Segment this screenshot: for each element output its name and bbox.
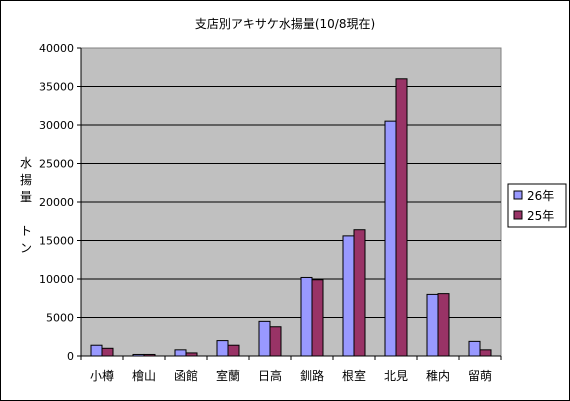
x-tick-label: 釧路 bbox=[300, 368, 324, 383]
bar-26年-根室 bbox=[342, 235, 355, 357]
bar-25年-日高 bbox=[269, 326, 282, 357]
bar-26年-稚内 bbox=[426, 293, 439, 357]
y-axis-label: 水揚量 トン bbox=[20, 156, 32, 255]
x-tick-label: 北見 bbox=[384, 369, 408, 383]
x-axis-ticks: 小樽 檜山 函館 室蘭 日高 釧路 根室 北見 稚内 留萌 bbox=[80, 355, 502, 383]
x-tick-label: 小樽 bbox=[90, 368, 114, 383]
x-tick-label: 函館 bbox=[174, 368, 198, 383]
y-tick-label: 25000 bbox=[39, 158, 74, 171]
x-tick-label: 檜山 bbox=[132, 368, 156, 383]
bar-26年-釧路 bbox=[300, 276, 313, 357]
bar-26年-室蘭 bbox=[216, 340, 229, 357]
bar-25年-小樽 bbox=[101, 347, 114, 357]
bar-26年-日高 bbox=[258, 320, 271, 357]
y-tick-label: 30000 bbox=[39, 119, 74, 132]
bar-26年-北見 bbox=[384, 120, 397, 357]
y-axis-ticks: 0 5000 10000 15000 20000 25000 30000 35000 40000 bbox=[39, 42, 82, 363]
y-tick-label: 0 bbox=[67, 350, 74, 363]
bar-25年-釧路 bbox=[311, 279, 324, 357]
bar-25年-留萌 bbox=[479, 349, 492, 357]
legend: 26年 25年 bbox=[507, 183, 567, 228]
x-tick-label: 日高 bbox=[258, 368, 282, 383]
chart-title: 支店別アキサケ水揚量(10/8現在) bbox=[195, 17, 375, 31]
bar-25年-室蘭 bbox=[227, 344, 240, 357]
y-tick-label: 40000 bbox=[39, 42, 74, 55]
bar-26年-小樽 bbox=[90, 344, 103, 357]
x-tick-label: 留萌 bbox=[468, 369, 492, 383]
x-tick-label: 根室 bbox=[342, 368, 366, 383]
y-tick-label: 35000 bbox=[39, 81, 74, 94]
bar-25年-稚内 bbox=[437, 293, 450, 357]
x-tick-label: 室蘭 bbox=[216, 368, 240, 383]
bar-26年-留萌 bbox=[468, 340, 481, 357]
legend-label-26: 26年 bbox=[527, 189, 554, 203]
bar-25年-根室 bbox=[353, 229, 366, 357]
y-axis-title: 水揚量 トン bbox=[20, 156, 32, 255]
bar-25年-北見 bbox=[395, 78, 408, 357]
y-tick-label: 15000 bbox=[39, 235, 74, 248]
legend-label-25: 25年 bbox=[527, 209, 554, 223]
legend-swatch-25 bbox=[513, 210, 523, 220]
y-tick-label: 10000 bbox=[39, 273, 74, 286]
y-tick-label: 20000 bbox=[39, 196, 74, 209]
legend-swatch-26 bbox=[513, 190, 523, 200]
y-tick-label: 5000 bbox=[46, 312, 74, 325]
bar-26年-函館 bbox=[174, 349, 187, 357]
x-tick-label: 稚内 bbox=[426, 369, 450, 383]
